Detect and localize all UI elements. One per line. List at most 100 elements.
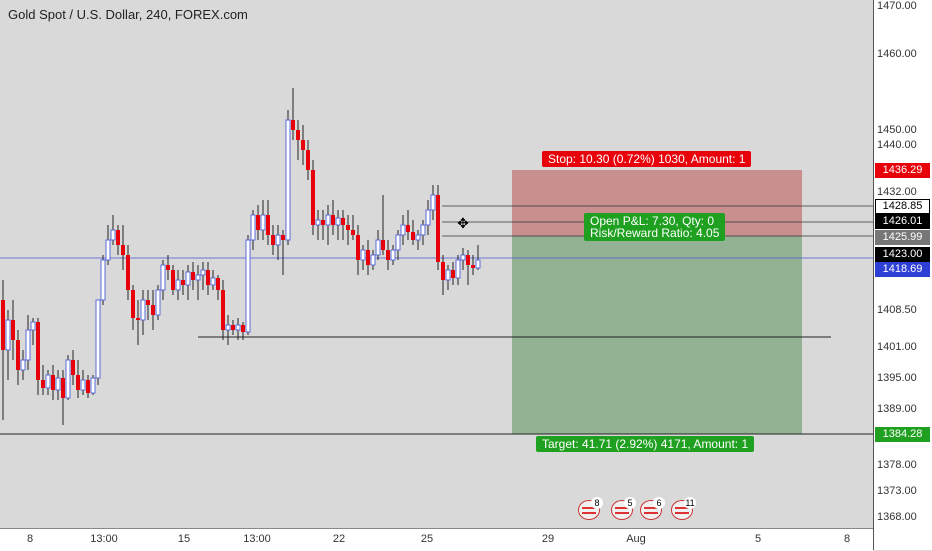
- candle-body: [225, 324, 231, 331]
- candle-body: [11, 320, 15, 340]
- candle-body: [36, 322, 40, 380]
- candle-body: [256, 215, 260, 230]
- time-label: 5: [754, 533, 762, 545]
- candle-body: [241, 325, 245, 332]
- candle-body: [445, 269, 451, 281]
- price-label: 1378.00: [877, 459, 917, 471]
- candle-body: [285, 119, 291, 241]
- price-label: 1368.00: [877, 511, 917, 523]
- candle-body: [296, 130, 300, 140]
- candle-body: [291, 120, 295, 130]
- candle-body: [325, 214, 331, 226]
- candle-body: [210, 277, 216, 286]
- candle-body: [390, 249, 396, 261]
- us-flag-icon[interactable]: 5: [611, 497, 636, 520]
- candle-body: [181, 280, 185, 285]
- time-label: 8: [843, 533, 851, 545]
- candle-body: [425, 209, 431, 226]
- candle-body: [95, 299, 101, 379]
- price-label: 1450.00: [877, 124, 917, 136]
- candle-body: [131, 290, 135, 318]
- candle-body: [311, 170, 315, 225]
- candle-body: [151, 305, 155, 315]
- candle-body: [275, 234, 281, 246]
- chart-canvas[interactable]: [0, 0, 873, 528]
- candle-body: [45, 374, 51, 389]
- target-label[interactable]: Target: 41.71 (2.92%) 4171, Amount: 1: [536, 436, 755, 452]
- candle-body: [441, 262, 445, 280]
- candle-body: [55, 377, 61, 391]
- candle-body: [1, 300, 5, 350]
- candle-body: [195, 274, 201, 281]
- candle-body: [235, 324, 241, 331]
- candle-body: [250, 214, 256, 241]
- take-profit-zone: [512, 236, 802, 434]
- candle-body: [116, 230, 120, 245]
- candle-body: [25, 329, 31, 361]
- us-flag-icon[interactable]: 6: [640, 497, 665, 520]
- candle-body: [271, 235, 275, 245]
- candle-body: [306, 150, 310, 170]
- candle-body: [200, 269, 206, 276]
- candle-body: [331, 215, 335, 225]
- candle-body: [341, 218, 345, 225]
- candle-body: [105, 239, 111, 261]
- price-label: 1395.00: [877, 372, 917, 384]
- price-label: 1460.00: [877, 48, 917, 60]
- candle-body: [160, 264, 166, 291]
- open-pnl-text: Open P&L: 7.30, Qty: 0: [590, 214, 715, 228]
- time-label: 8: [26, 533, 34, 545]
- candle-body: [20, 359, 26, 371]
- time-label: 13:00: [90, 533, 118, 545]
- stop-label[interactable]: Stop: 10.30 (0.72%) 1030, Amount: 1: [542, 151, 752, 167]
- chart-title: Gold Spot / U.S. Dollar, 240, FOREX.com: [8, 7, 248, 22]
- candle-body: [266, 215, 270, 235]
- us-flag-icon[interactable]: 11: [671, 497, 696, 520]
- candle-body: [76, 375, 80, 390]
- candle-body: [5, 319, 11, 351]
- candle-body: [245, 239, 251, 333]
- crosshair-price-tag: 1426.01: [875, 214, 930, 229]
- target-price-tag: 1384.28: [875, 427, 930, 442]
- candle-body: [166, 265, 170, 270]
- us-flag-icon[interactable]: 8: [578, 497, 603, 520]
- entry-price-tag: 1425.99: [875, 230, 930, 245]
- time-label: 22: [332, 533, 346, 545]
- candle-body: [321, 220, 325, 225]
- candle-body: [460, 254, 466, 261]
- candle-body: [71, 360, 75, 375]
- candle-body: [175, 279, 181, 291]
- time-axis[interactable]: 8 13:00 15 13:00 22 25 29 Aug 5 8: [0, 528, 873, 551]
- candle-body: [221, 290, 225, 330]
- candle-body: [436, 195, 440, 262]
- chart-area[interactable]: Gold Spot / U.S. Dollar, 240, FOREX.com …: [0, 0, 873, 528]
- time-label: 13:00: [243, 533, 271, 545]
- candle-body: [171, 270, 175, 290]
- candle-body: [61, 378, 65, 398]
- stop-price-tag: 1436.29: [875, 163, 930, 178]
- event-count: 5: [624, 497, 636, 509]
- candle-body: [231, 325, 235, 330]
- candle-body: [80, 379, 86, 391]
- candle-body: [360, 249, 366, 261]
- price-label: 1408.50: [877, 304, 917, 316]
- price-label: 1440.00: [877, 139, 917, 151]
- candle-body: [366, 250, 370, 265]
- candle-body: [155, 289, 161, 316]
- candle-body: [466, 255, 470, 265]
- price-label: 1373.00: [877, 485, 917, 497]
- price-label: 1470.00: [877, 0, 917, 12]
- risk-reward-text: Risk/Reward Ratio: 4.05: [590, 226, 720, 240]
- move-crosshair-icon[interactable]: ✥: [457, 215, 469, 231]
- candle-body: [451, 270, 455, 278]
- candle-body: [41, 380, 45, 388]
- time-label: 29: [541, 533, 555, 545]
- candle-body: [185, 271, 191, 286]
- price-label: 1401.00: [877, 341, 917, 353]
- time-label: 25: [420, 533, 434, 545]
- time-label: 15: [177, 533, 191, 545]
- price-axis[interactable]: 1470.00 1460.00 1450.00 1440.00 1432.00 …: [873, 0, 932, 550]
- candle-body: [16, 340, 20, 370]
- candle-body: [471, 265, 475, 268]
- candle-body: [146, 300, 150, 305]
